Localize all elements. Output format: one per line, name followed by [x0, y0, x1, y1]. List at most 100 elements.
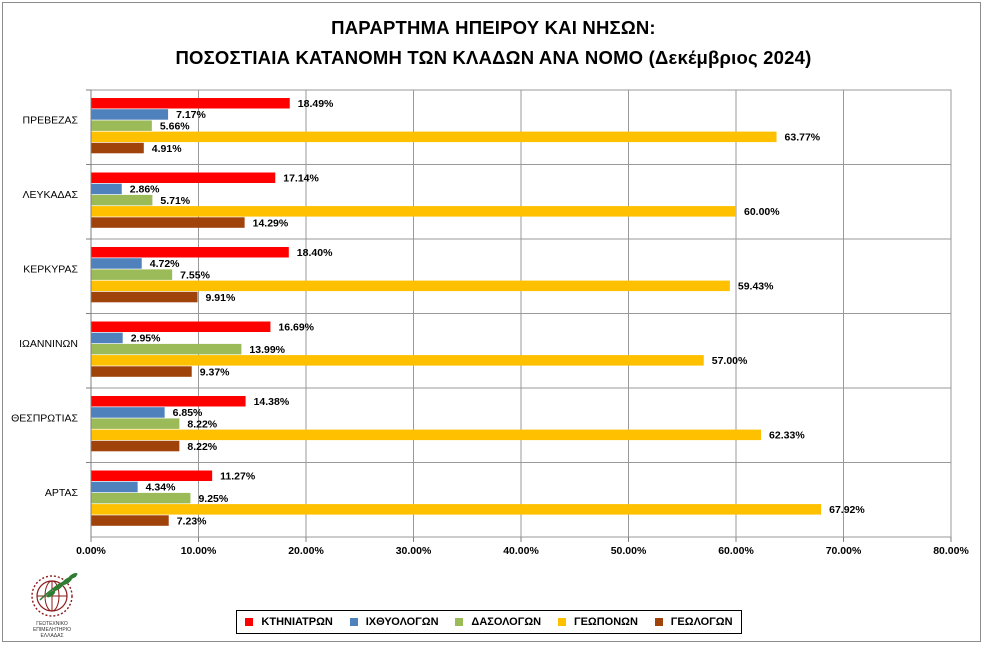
data-label: 14.29% — [253, 217, 289, 229]
legend-item: ΙΧΘΥΟΛΟΓΩΝ — [349, 616, 439, 628]
bar — [91, 418, 180, 429]
bar — [91, 98, 290, 109]
bar — [91, 109, 169, 120]
data-label: 18.49% — [298, 98, 334, 110]
bar — [91, 280, 730, 292]
bar — [91, 269, 173, 280]
category-label: ΑΡΤΑΣ — [45, 487, 79, 499]
x-tick-label: 10.00% — [181, 545, 217, 557]
chart-title-line2: ΠΟΣΟΣΤΙΑΙΑ ΚΑΤΑΝΟΜΗ ΤΩΝ ΚΛΑΔΩΝ ΑΝΑ ΝΟΜΟ … — [175, 47, 812, 68]
globe-leaf-icon — [31, 572, 78, 617]
x-tick-label: 60.00% — [718, 545, 754, 557]
legend-item: ΚΤΗΝΙΑΤΡΩΝ — [245, 616, 333, 628]
bar — [91, 217, 245, 228]
data-label: 9.25% — [198, 493, 228, 505]
x-tick-label: 30.00% — [396, 545, 432, 557]
legend-label: ΚΤΗΝΙΑΤΡΩΝ — [261, 616, 333, 628]
geotee-logo: ΓΕΩΤΕΧΝΙΚΟ ΕΠΙΜΕΛΗΤΗΡΙΟ ΕΛΛΑΔΑΣ — [12, 566, 92, 640]
bar — [91, 247, 289, 258]
data-label: 16.69% — [278, 322, 314, 334]
chart-legend: ΚΤΗΝΙΑΤΡΩΝ ΙΧΘΥΟΛΟΓΩΝ ΔΑΣΟΛΟΓΩΝ ΓΕΩΠΟΝΩΝ ΓΕΩ… — [236, 610, 742, 634]
data-label: 11.27% — [220, 471, 256, 483]
data-label: 6.85% — [173, 407, 203, 419]
data-label: 4.91% — [152, 143, 182, 155]
category-label: ΚΕΡΚΥΡΑΣ — [23, 263, 78, 275]
x-tick-label: 0.00% — [76, 545, 106, 557]
bar — [91, 258, 142, 269]
legend-label: ΔΑΣΟΛΟΓΩΝ — [471, 616, 542, 628]
data-label: 18.40% — [297, 247, 333, 259]
bar — [91, 321, 271, 332]
legend-item: ΔΑΣΟΛΟΓΩΝ — [455, 616, 541, 628]
bar — [91, 366, 192, 377]
legend-label: ΙΧΘΥΟΛΟΓΩΝ — [365, 616, 439, 628]
bar — [91, 183, 122, 195]
legend-item: ΓΕΩΠΟΝΩΝ — [557, 616, 638, 628]
bar — [91, 120, 152, 131]
data-label: 7.23% — [177, 515, 207, 527]
data-label: 9.37% — [200, 366, 230, 378]
legend-item: ΓΕΩΛΟΓΩΝ — [654, 616, 733, 628]
legend-label: ΓΕΩΠΟΝΩΝ — [573, 616, 638, 628]
x-tick-label: 80.00% — [933, 545, 969, 557]
legend-swatch — [557, 618, 566, 626]
data-label: 67.92% — [829, 504, 865, 516]
data-label: 5.66% — [160, 120, 190, 132]
data-label: 4.72% — [150, 258, 180, 270]
logo-text-line1: ΓΕΩΤΕΧΝΙΚΟ — [36, 621, 68, 627]
data-label: 17.14% — [283, 173, 319, 185]
data-label: 5.71% — [160, 195, 190, 207]
category-label: ΙΩΑΝΝΙΝΩΝ — [19, 338, 78, 350]
bar — [91, 396, 246, 407]
logo-text-line2: ΕΠΙΜΕΛΗΤΗΡΙΟ — [32, 627, 72, 633]
bar — [91, 504, 822, 515]
data-label: 13.99% — [249, 344, 285, 356]
bar — [91, 343, 242, 355]
data-label: 59.43% — [738, 281, 774, 293]
data-label: 8.22% — [187, 441, 217, 453]
x-tick-label: 40.00% — [503, 545, 539, 557]
legend-swatch — [245, 618, 254, 626]
data-label: 8.22% — [187, 418, 217, 430]
bar — [91, 407, 165, 418]
x-tick-label: 50.00% — [611, 545, 647, 557]
data-label: 62.33% — [769, 430, 805, 442]
bar — [91, 481, 138, 493]
category-label: ΘΕΣΠΡΩΤΙΑΣ — [11, 412, 78, 424]
bar — [91, 355, 704, 366]
legend-swatch — [455, 618, 464, 626]
bar — [91, 206, 736, 217]
logo-text-line3: ΕΛΛΑΔΑΣ — [40, 633, 64, 639]
bar — [91, 172, 276, 183]
bar — [91, 131, 777, 143]
bar — [91, 142, 144, 154]
bar — [91, 194, 153, 206]
bar — [91, 492, 191, 504]
bar — [91, 291, 198, 303]
bar — [91, 332, 123, 344]
category-label: ΛΕΥΚΑΔΑΣ — [22, 189, 78, 201]
x-tick-label: 70.00% — [826, 545, 862, 557]
data-label: 63.77% — [785, 132, 821, 144]
data-label: 57.00% — [712, 355, 748, 367]
chart-title-line1: ΠΑΡΑΡΤΗΜΑ ΗΠΕΙΡΟΥ ΚΑΙ ΝΗΣΩΝ: — [331, 17, 656, 38]
bar — [91, 440, 180, 452]
legend-swatch — [349, 618, 358, 626]
legend-label: ΓΕΩΛΟΓΩΝ — [670, 616, 733, 628]
data-label: 60.00% — [744, 206, 780, 218]
data-label: 2.95% — [131, 333, 161, 345]
data-label: 9.91% — [206, 292, 236, 304]
category-label: ΠΡΕΒΕΖΑΣ — [22, 114, 78, 126]
bar — [91, 429, 762, 441]
legend-swatch — [654, 618, 663, 626]
chart-frame — [2, 2, 981, 642]
bar — [91, 470, 213, 481]
data-label: 4.34% — [146, 482, 176, 494]
data-label: 2.86% — [130, 184, 160, 196]
x-tick-label: 20.00% — [288, 545, 324, 557]
data-label: 7.17% — [176, 109, 206, 121]
data-label: 14.38% — [254, 396, 290, 408]
bar — [91, 515, 169, 526]
data-label: 7.55% — [180, 269, 210, 281]
